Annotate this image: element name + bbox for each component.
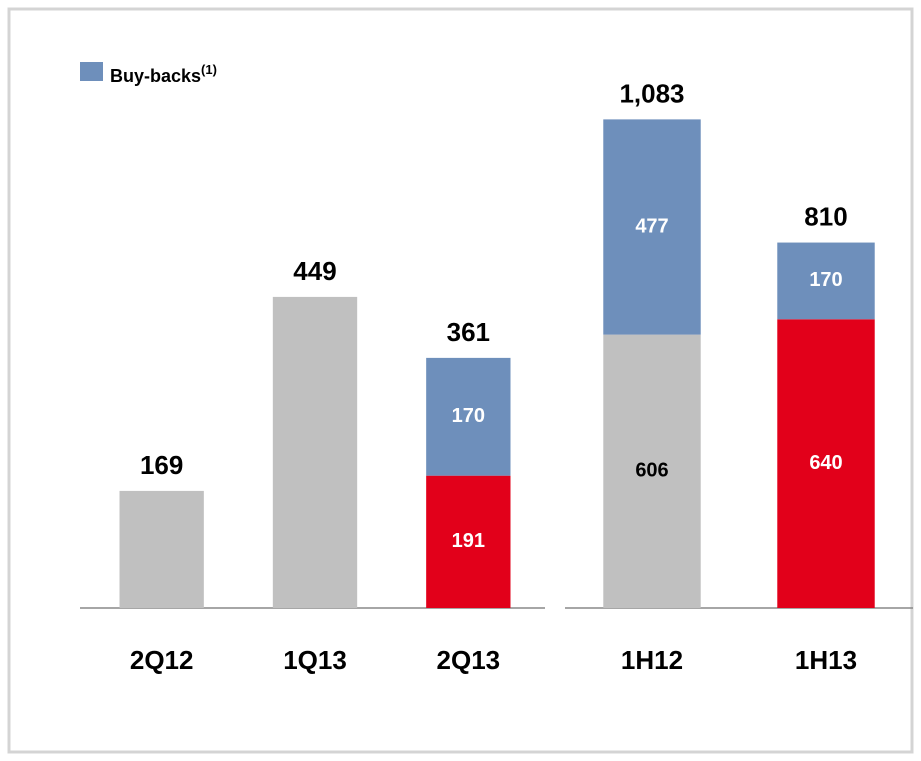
total-label: 361 xyxy=(447,317,490,347)
legend-name: Buy-backs xyxy=(110,66,201,86)
segment-label: 477 xyxy=(635,215,668,237)
total-label: 810 xyxy=(804,201,847,231)
x-tick-label: 1H12 xyxy=(621,645,683,675)
bar-segment xyxy=(777,319,875,608)
bar-segment xyxy=(603,334,701,608)
total-label: 1,083 xyxy=(619,78,684,108)
x-tick-label: 1H13 xyxy=(795,645,857,675)
bar-segment xyxy=(119,490,204,608)
segment-label: 191 xyxy=(452,530,485,552)
x-tick-label: 2Q12 xyxy=(130,645,194,675)
segment-label: 640 xyxy=(809,452,842,474)
segment-label: 170 xyxy=(809,269,842,291)
bar-segment xyxy=(272,296,358,608)
bar-segment xyxy=(603,119,701,335)
legend-swatch xyxy=(80,62,103,81)
segment-label: 606 xyxy=(635,460,668,482)
legend-superscript: (1) xyxy=(201,62,217,77)
total-label: 169 xyxy=(140,450,183,480)
bar-segment xyxy=(777,242,875,320)
total-label: 449 xyxy=(293,256,336,286)
segment-label: 170 xyxy=(452,405,485,427)
x-tick-label: 2Q13 xyxy=(437,645,501,675)
legend-label: Buy-backs(1) xyxy=(110,62,217,85)
bar-segment xyxy=(426,357,511,476)
x-tick-label: 1Q13 xyxy=(283,645,347,675)
bar-segment xyxy=(426,475,511,608)
